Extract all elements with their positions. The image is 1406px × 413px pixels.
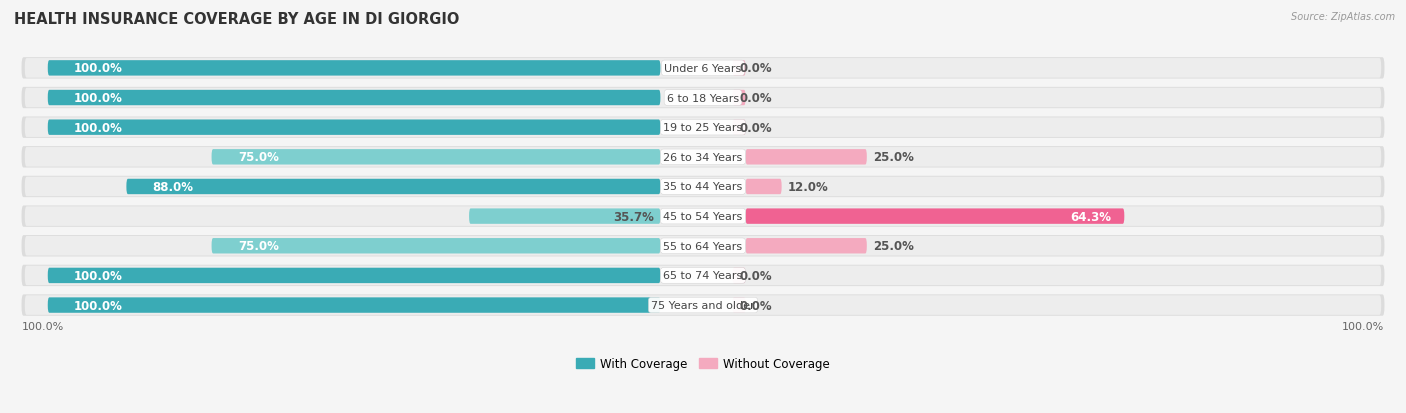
FancyBboxPatch shape <box>25 148 1381 167</box>
FancyBboxPatch shape <box>48 298 661 313</box>
Text: 6 to 18 Years: 6 to 18 Years <box>666 93 740 103</box>
Text: 100.0%: 100.0% <box>75 92 122 105</box>
FancyBboxPatch shape <box>21 265 1385 286</box>
Text: HEALTH INSURANCE COVERAGE BY AGE IN DI GIORGIO: HEALTH INSURANCE COVERAGE BY AGE IN DI G… <box>14 12 460 27</box>
FancyBboxPatch shape <box>733 120 745 135</box>
FancyBboxPatch shape <box>21 206 1385 227</box>
Text: 64.3%: 64.3% <box>1070 210 1111 223</box>
FancyBboxPatch shape <box>21 88 1385 109</box>
Text: 0.0%: 0.0% <box>740 269 772 282</box>
FancyBboxPatch shape <box>211 238 661 254</box>
Text: 19 to 25 Years: 19 to 25 Years <box>664 123 742 133</box>
Text: 100.0%: 100.0% <box>75 299 122 312</box>
Text: 65 to 74 Years: 65 to 74 Years <box>664 271 742 281</box>
Text: 100.0%: 100.0% <box>75 62 122 75</box>
Text: 0.0%: 0.0% <box>740 299 772 312</box>
FancyBboxPatch shape <box>21 58 1385 79</box>
Text: 75.0%: 75.0% <box>238 240 278 253</box>
Text: 100.0%: 100.0% <box>21 322 63 332</box>
Text: 100.0%: 100.0% <box>75 269 122 282</box>
Text: 35.7%: 35.7% <box>613 210 654 223</box>
FancyBboxPatch shape <box>745 209 1125 224</box>
FancyBboxPatch shape <box>21 147 1385 168</box>
FancyBboxPatch shape <box>211 150 661 165</box>
FancyBboxPatch shape <box>733 298 745 313</box>
Text: 45 to 54 Years: 45 to 54 Years <box>664 211 742 222</box>
Text: 25.0%: 25.0% <box>873 240 914 253</box>
Text: 100.0%: 100.0% <box>1343 322 1385 332</box>
FancyBboxPatch shape <box>25 59 1381 78</box>
FancyBboxPatch shape <box>25 177 1381 197</box>
FancyBboxPatch shape <box>745 150 868 165</box>
FancyBboxPatch shape <box>25 207 1381 226</box>
FancyBboxPatch shape <box>745 179 782 195</box>
Text: 0.0%: 0.0% <box>740 121 772 134</box>
Text: 25.0%: 25.0% <box>873 151 914 164</box>
Text: 35 to 44 Years: 35 to 44 Years <box>664 182 742 192</box>
Text: Under 6 Years: Under 6 Years <box>665 64 741 74</box>
FancyBboxPatch shape <box>745 238 868 254</box>
FancyBboxPatch shape <box>48 120 661 135</box>
FancyBboxPatch shape <box>733 90 745 106</box>
FancyBboxPatch shape <box>48 61 661 76</box>
FancyBboxPatch shape <box>733 268 745 283</box>
Legend: With Coverage, Without Coverage: With Coverage, Without Coverage <box>576 357 830 370</box>
Text: 88.0%: 88.0% <box>153 180 194 194</box>
FancyBboxPatch shape <box>48 90 661 106</box>
FancyBboxPatch shape <box>21 117 1385 138</box>
Text: 12.0%: 12.0% <box>789 180 830 194</box>
Text: 26 to 34 Years: 26 to 34 Years <box>664 152 742 162</box>
FancyBboxPatch shape <box>21 235 1385 257</box>
FancyBboxPatch shape <box>21 176 1385 198</box>
Text: 0.0%: 0.0% <box>740 62 772 75</box>
FancyBboxPatch shape <box>25 236 1381 256</box>
Text: 55 to 64 Years: 55 to 64 Years <box>664 241 742 251</box>
FancyBboxPatch shape <box>25 266 1381 285</box>
FancyBboxPatch shape <box>21 295 1385 316</box>
FancyBboxPatch shape <box>470 209 661 224</box>
FancyBboxPatch shape <box>733 61 745 76</box>
Text: Source: ZipAtlas.com: Source: ZipAtlas.com <box>1291 12 1395 22</box>
Text: 100.0%: 100.0% <box>75 121 122 134</box>
FancyBboxPatch shape <box>25 296 1381 315</box>
FancyBboxPatch shape <box>48 268 661 283</box>
Text: 75.0%: 75.0% <box>238 151 278 164</box>
FancyBboxPatch shape <box>25 88 1381 108</box>
FancyBboxPatch shape <box>127 179 661 195</box>
FancyBboxPatch shape <box>25 118 1381 138</box>
Text: 0.0%: 0.0% <box>740 92 772 105</box>
Text: 75 Years and older: 75 Years and older <box>651 300 755 310</box>
